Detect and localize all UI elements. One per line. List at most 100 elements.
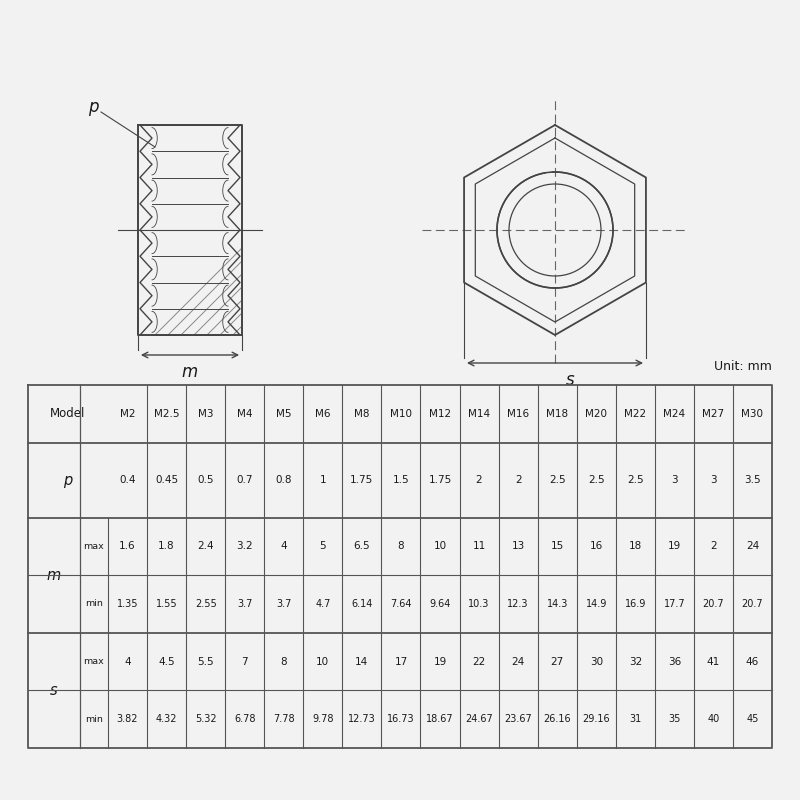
Text: M27: M27 <box>702 409 725 419</box>
Text: 18: 18 <box>629 542 642 551</box>
Text: 2: 2 <box>476 475 482 485</box>
Text: M8: M8 <box>354 409 370 419</box>
Text: M3: M3 <box>198 409 214 419</box>
Text: 45: 45 <box>746 714 758 724</box>
Text: M5: M5 <box>276 409 291 419</box>
Text: 9.78: 9.78 <box>312 714 334 724</box>
Text: 1.55: 1.55 <box>156 599 178 609</box>
Text: min: min <box>85 599 103 609</box>
Text: 22: 22 <box>473 657 486 666</box>
Text: 12.73: 12.73 <box>348 714 376 724</box>
Text: 24: 24 <box>511 657 525 666</box>
Text: 18.67: 18.67 <box>426 714 454 724</box>
Text: 0.5: 0.5 <box>198 475 214 485</box>
Text: M6: M6 <box>315 409 330 419</box>
Text: 32: 32 <box>629 657 642 666</box>
Text: M10: M10 <box>390 409 412 419</box>
Text: 19: 19 <box>668 542 681 551</box>
Text: 0.7: 0.7 <box>237 475 253 485</box>
Text: max: max <box>84 657 104 666</box>
Text: 3.7: 3.7 <box>237 599 252 609</box>
Text: 6.5: 6.5 <box>354 542 370 551</box>
Text: 4: 4 <box>281 542 287 551</box>
Text: 0.4: 0.4 <box>119 475 136 485</box>
Text: 8: 8 <box>281 657 287 666</box>
Text: 6.78: 6.78 <box>234 714 255 724</box>
Text: 40: 40 <box>707 714 719 724</box>
Text: max: max <box>84 542 104 551</box>
Text: 46: 46 <box>746 657 759 666</box>
Text: p: p <box>63 473 73 487</box>
Text: 0.45: 0.45 <box>155 475 178 485</box>
Text: min: min <box>85 714 103 724</box>
Text: 29.16: 29.16 <box>582 714 610 724</box>
Text: 41: 41 <box>706 657 720 666</box>
Text: 0.8: 0.8 <box>275 475 292 485</box>
Text: 1: 1 <box>319 475 326 485</box>
Text: 5.32: 5.32 <box>195 714 217 724</box>
Text: 7: 7 <box>242 657 248 666</box>
Text: M14: M14 <box>468 409 490 419</box>
Text: M16: M16 <box>507 409 529 419</box>
Text: 12.3: 12.3 <box>507 599 529 609</box>
Text: 20.7: 20.7 <box>702 599 724 609</box>
Text: 2.5: 2.5 <box>627 475 644 485</box>
Text: 10: 10 <box>316 657 330 666</box>
Text: 1.5: 1.5 <box>393 475 410 485</box>
Text: 2: 2 <box>515 475 522 485</box>
Text: 5.5: 5.5 <box>198 657 214 666</box>
Text: 10: 10 <box>434 542 446 551</box>
Text: 16: 16 <box>590 542 603 551</box>
Text: 4.7: 4.7 <box>315 599 330 609</box>
Text: 27: 27 <box>550 657 564 666</box>
Text: m: m <box>47 568 61 582</box>
Text: Model: Model <box>50 407 86 420</box>
Text: M12: M12 <box>429 409 451 419</box>
Text: 14.3: 14.3 <box>546 599 568 609</box>
Text: M2: M2 <box>120 409 135 419</box>
Text: 3: 3 <box>710 475 717 485</box>
Text: 7.64: 7.64 <box>390 599 412 609</box>
Text: 15: 15 <box>550 542 564 551</box>
Text: 6.14: 6.14 <box>351 599 373 609</box>
Text: 14: 14 <box>355 657 369 666</box>
Text: 3.2: 3.2 <box>236 542 253 551</box>
Text: M24: M24 <box>663 409 686 419</box>
Text: 5: 5 <box>319 542 326 551</box>
Text: 2.5: 2.5 <box>588 475 605 485</box>
Text: 16.9: 16.9 <box>625 599 646 609</box>
Text: M22: M22 <box>624 409 646 419</box>
Text: M4: M4 <box>237 409 253 419</box>
Text: m: m <box>182 363 198 381</box>
Text: 16.73: 16.73 <box>387 714 414 724</box>
Text: 35: 35 <box>668 714 681 724</box>
Text: 1.6: 1.6 <box>119 542 136 551</box>
Text: 17.7: 17.7 <box>663 599 685 609</box>
Text: 10.3: 10.3 <box>468 599 490 609</box>
Text: p: p <box>88 98 98 116</box>
Text: 3: 3 <box>671 475 678 485</box>
Text: 2.4: 2.4 <box>198 542 214 551</box>
Text: 24.67: 24.67 <box>465 714 493 724</box>
Text: 11: 11 <box>473 542 486 551</box>
Text: 3.82: 3.82 <box>117 714 138 724</box>
Text: 26.16: 26.16 <box>543 714 571 724</box>
Text: 31: 31 <box>629 714 642 724</box>
Text: 30: 30 <box>590 657 602 666</box>
Text: 1.75: 1.75 <box>428 475 452 485</box>
Text: 1.75: 1.75 <box>350 475 374 485</box>
Text: 9.64: 9.64 <box>430 599 450 609</box>
Text: 1.8: 1.8 <box>158 542 175 551</box>
Text: 24: 24 <box>746 542 759 551</box>
Text: 4: 4 <box>124 657 131 666</box>
Text: M18: M18 <box>546 409 568 419</box>
Text: M2.5: M2.5 <box>154 409 179 419</box>
Text: 8: 8 <box>398 542 404 551</box>
Text: 13: 13 <box>511 542 525 551</box>
Text: 17: 17 <box>394 657 407 666</box>
Text: 20.7: 20.7 <box>742 599 763 609</box>
Text: Unit: mm: Unit: mm <box>714 361 772 374</box>
Text: 2.5: 2.5 <box>549 475 566 485</box>
Text: 23.67: 23.67 <box>504 714 532 724</box>
Text: 7.78: 7.78 <box>273 714 294 724</box>
